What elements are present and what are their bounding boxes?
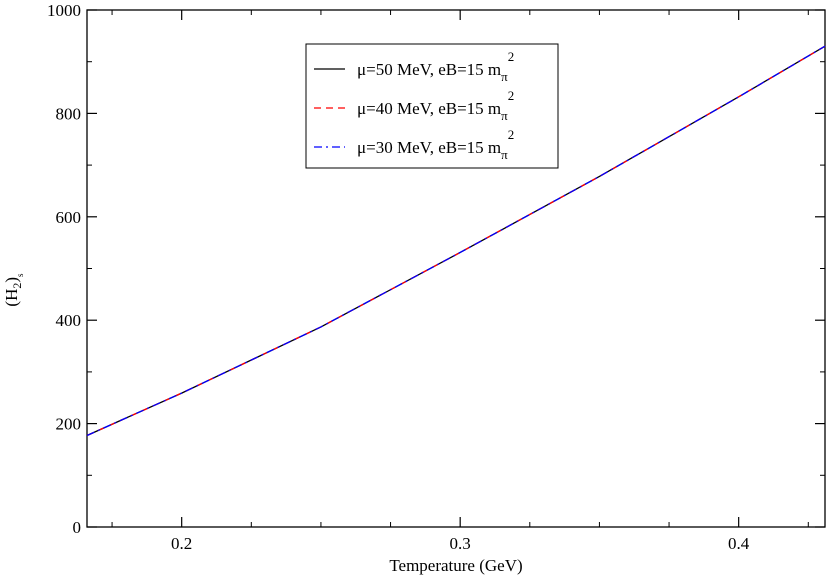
y-tick-label: 600 xyxy=(56,208,82,227)
x-axis-label: Temperature (GeV) xyxy=(389,556,522,575)
x-tick-label: 0.2 xyxy=(171,534,192,553)
legend-box xyxy=(305,43,559,169)
y-axis-label-subsub: s xyxy=(15,273,25,277)
legend-label-sub: π xyxy=(501,147,508,162)
legend-label-sup: 2 xyxy=(508,49,515,64)
y-axis-label-main: (H xyxy=(2,289,21,307)
legend-label-1: μ=50 MeV, eB=15 mπ2 xyxy=(357,49,514,84)
legend-label-2: μ=40 MeV, eB=15 mπ2 xyxy=(357,88,514,123)
legend-label-main: μ=40 MeV, eB=15 m xyxy=(357,99,501,118)
series-line-3 xyxy=(86,45,826,437)
y-tick-label: 200 xyxy=(56,415,82,434)
axis-ticks xyxy=(87,9,825,528)
legend-label-sup: 2 xyxy=(508,88,515,103)
y-axis-label-close: ) xyxy=(2,277,21,283)
legend-label-sub: π xyxy=(501,69,508,84)
y-axis-label-sub: 2 xyxy=(10,283,24,289)
y-tick-label: 1000 xyxy=(47,1,81,20)
legend-label-3: μ=30 MeV, eB=15 mπ2 xyxy=(357,127,514,162)
legend-label-main: μ=50 MeV, eB=15 m xyxy=(357,60,501,79)
series-line-2 xyxy=(86,45,826,437)
series-lines xyxy=(86,45,826,437)
axis-tick-labels: 0.2 0.3 0.4 0 200 400 600 800 1000 xyxy=(47,1,750,553)
y-axis-label: (H2)s xyxy=(2,273,25,307)
x-tick-label: 0.3 xyxy=(450,534,471,553)
legend-label-sup: 2 xyxy=(508,127,515,142)
x-tick-label: 0.4 xyxy=(728,534,750,553)
y-tick-label: 800 xyxy=(56,104,82,123)
legend-label-sub: π xyxy=(501,108,508,123)
legend-label-main: μ=30 MeV, eB=15 m xyxy=(357,138,501,157)
y-tick-label: 0 xyxy=(73,518,82,537)
y-tick-label: 400 xyxy=(56,311,82,330)
